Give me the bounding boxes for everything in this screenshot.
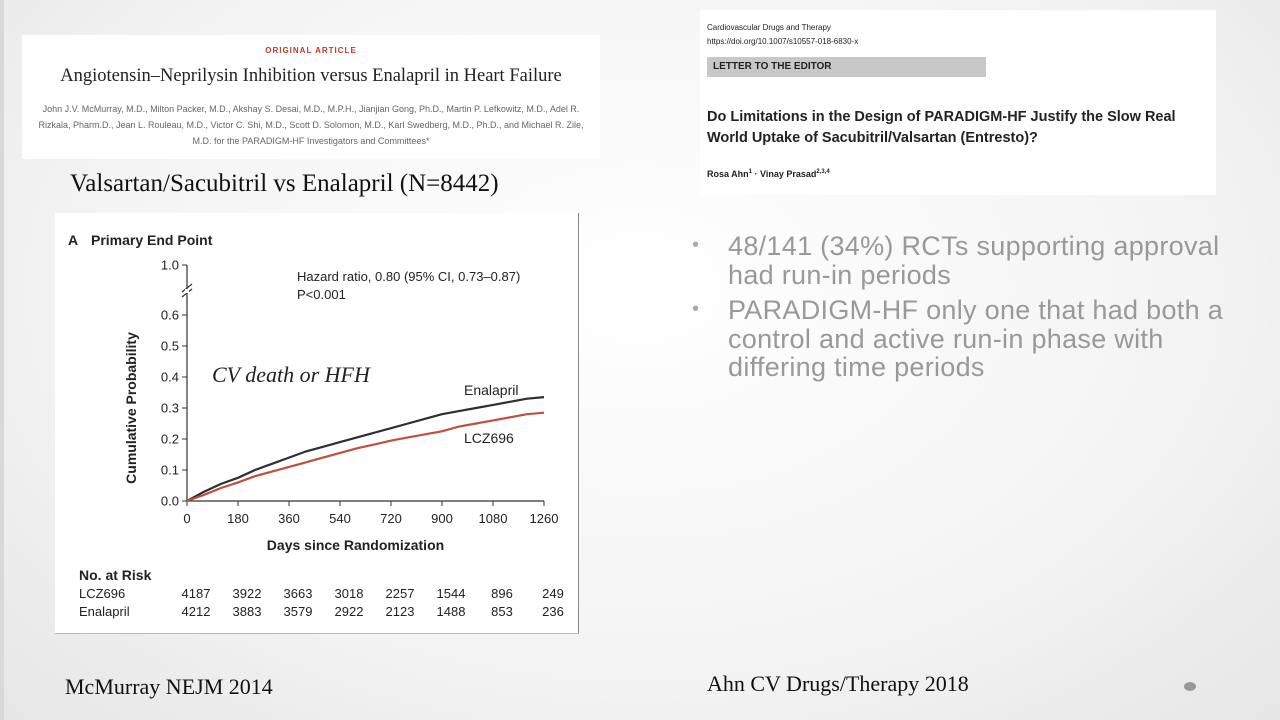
- citation-left: McMurray NEJM 2014: [65, 674, 273, 699]
- km-chart-card: 0.0 0.1 0.2 0.3 0.4 0.5 0.6 1.0 0 180 360 540 720 900…: [55, 213, 579, 634]
- series-label-enalapril: Enalapril: [464, 382, 518, 398]
- y-tick-label: 0.6: [161, 308, 179, 323]
- y-tick-label: 0.4: [161, 370, 179, 385]
- slide-nav-dot-icon[interactable]: [1184, 682, 1196, 691]
- bullet-dot-icon: •: [692, 298, 700, 320]
- axis-break-mark: [181, 283, 193, 293]
- author-2-affil: 2,3,4: [816, 169, 830, 175]
- journal-name: Cardiovascular Drugs and Therapy: [707, 23, 831, 32]
- slide-edge-bar: [0, 0, 4, 720]
- at-risk-value: 2123: [386, 604, 415, 619]
- y-tick-label: 1.0: [161, 258, 179, 273]
- at-risk-value: 853: [491, 604, 513, 619]
- journal-doi: https://doi.org/10.1007/s10557-018-6830-…: [707, 37, 859, 46]
- y-tick-label: 0.0: [161, 494, 179, 509]
- at-risk-value: 3663: [284, 586, 313, 601]
- bullet-text: PARADIGM-HF only one that had both a con…: [728, 295, 1224, 382]
- letter-title: Do Limitations in the Design of PARADIGM…: [707, 109, 1176, 146]
- x-tick-label: 720: [380, 511, 402, 526]
- x-tick-label: 0: [183, 511, 190, 526]
- at-risk-heading: No. at Risk: [79, 567, 152, 583]
- x-tick-label: 540: [329, 511, 351, 526]
- letter-authors: Rosa Ahn1 · Vinay Prasad2,3,4: [707, 169, 830, 179]
- bullet-item: • PARADIGM-HF only one that had both a co…: [692, 296, 1232, 382]
- x-tick-label: 1080: [479, 511, 508, 526]
- section-label: LETTER TO THE EDITOR: [713, 61, 832, 72]
- at-risk-value: 4187: [182, 586, 211, 601]
- author-1-affil: 1: [748, 169, 753, 175]
- bullet-item: • 48/141 (34%) RCTs supporting approval h…: [692, 232, 1232, 289]
- y-tick-label: 0.3: [161, 401, 179, 416]
- y-tick-label: 0.1: [161, 463, 179, 478]
- y-tick-label: 0.5: [161, 339, 179, 354]
- p-value-text: P<0.001: [297, 287, 346, 302]
- x-axis-label: Days since Randomization: [267, 537, 444, 553]
- article-kicker: ORIGINAL ARTICLE: [265, 46, 357, 55]
- at-risk-value: 236: [542, 604, 564, 619]
- axis-break-gap: [185, 289, 189, 293]
- section-band: LETTER TO THE EDITOR: [707, 57, 986, 77]
- chart-axes: [181, 264, 545, 506]
- y-tick-label: 0.2: [161, 432, 179, 447]
- hazard-ratio-text: Hazard ratio, 0.80 (95% CI, 0.73–0.87): [297, 269, 520, 284]
- at-risk-value: 2922: [335, 604, 364, 619]
- x-tick-label: 1260: [530, 511, 559, 526]
- series-line-lcz696: [186, 411, 545, 503]
- bullet-text: 48/141 (34%) RCTs supporting approval ha…: [728, 231, 1220, 290]
- chart-title: Primary End Point: [91, 232, 213, 248]
- at-risk-row-label: LCZ696: [79, 586, 125, 601]
- series-line-enalapril: [186, 396, 545, 502]
- chart-labels: 0.0 0.1 0.2 0.3 0.4 0.5 0.6 1.0 0 180 360 540 720 900…: [68, 232, 564, 619]
- y-axis-label: Cumulative Probability: [123, 332, 139, 484]
- endpoint-annotation: CV death or HFH: [212, 362, 371, 387]
- at-risk-value: 4212: [182, 604, 211, 619]
- article-title: Angiotensin–Neprilysin Inhibition versus…: [60, 66, 562, 86]
- author-1: Rosa Ahn: [707, 169, 749, 179]
- at-risk-row-label: Enalapril: [79, 604, 130, 619]
- x-tick-label: 900: [431, 511, 453, 526]
- at-risk-value: 896: [491, 586, 513, 601]
- citation-right: Ahn CV Drugs/Therapy 2018: [707, 671, 969, 696]
- at-risk-value: 3018: [335, 586, 364, 601]
- comparison-title: Valsartan/Sacubitril vs Enalapril (N=844…: [70, 170, 499, 197]
- at-risk-value: 3922: [233, 586, 262, 601]
- series-label-lcz696: LCZ696: [464, 430, 514, 446]
- x-tick-label: 360: [278, 511, 300, 526]
- bullet-list: • 48/141 (34%) RCTs supporting approval h…: [692, 232, 1232, 389]
- at-risk-value: 2257: [386, 586, 415, 601]
- author-separator: ·: [752, 169, 761, 179]
- at-risk-value: 3579: [284, 604, 313, 619]
- letter-header-card: Cardiovascular Drugs and Therapy https:/…: [700, 10, 1216, 195]
- panel-label: A: [68, 232, 78, 248]
- bullet-dot-icon: •: [692, 234, 700, 256]
- article-authors: John J.V. McMurray, M.D., Milton Packer,…: [38, 104, 584, 146]
- at-risk-value: 1488: [437, 604, 466, 619]
- x-tick-label: 180: [227, 511, 249, 526]
- at-risk-value: 3883: [233, 604, 262, 619]
- author-2: Vinay Prasad: [760, 169, 817, 179]
- at-risk-value: 1544: [437, 586, 466, 601]
- km-chart: 0.0 0.1 0.2 0.3 0.4 0.5 0.6 1.0 0 180 360 540 720 900…: [68, 232, 564, 619]
- chart-series: [186, 396, 545, 503]
- nejm-article-header: ORIGINAL ARTICLE Angiotensin–Neprilysin …: [22, 35, 600, 159]
- at-risk-value: 249: [542, 586, 564, 601]
